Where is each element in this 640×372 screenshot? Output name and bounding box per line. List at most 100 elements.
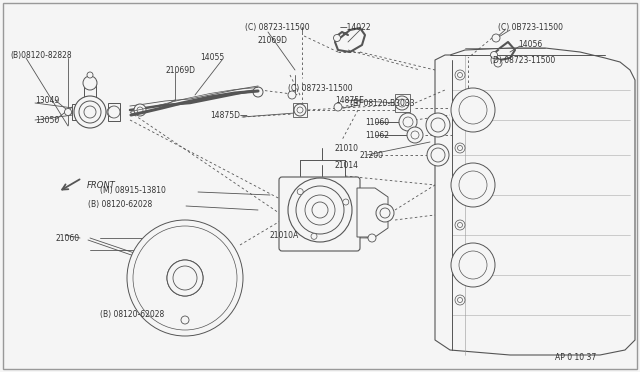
Text: (C) 0B723-11500: (C) 0B723-11500 [498, 22, 563, 32]
Circle shape [431, 148, 445, 162]
Circle shape [455, 295, 465, 305]
Circle shape [173, 266, 197, 290]
Circle shape [451, 88, 495, 132]
Polygon shape [435, 48, 635, 355]
Circle shape [494, 59, 502, 67]
Circle shape [458, 222, 463, 228]
Circle shape [455, 143, 465, 153]
Circle shape [167, 260, 203, 296]
Circle shape [333, 35, 340, 42]
Circle shape [399, 113, 417, 131]
Text: 14056: 14056 [518, 39, 542, 48]
Bar [108, 103, 120, 121]
Text: (M) 08915-13810: (M) 08915-13810 [100, 186, 166, 195]
Circle shape [398, 99, 406, 107]
Circle shape [411, 131, 419, 139]
Polygon shape [179, 292, 194, 328]
Circle shape [288, 178, 352, 242]
Polygon shape [135, 272, 171, 287]
Text: (B)08120-82828: (B)08120-82828 [10, 51, 72, 60]
Polygon shape [357, 188, 388, 237]
Circle shape [458, 298, 463, 302]
Circle shape [451, 163, 495, 207]
Text: 21010A: 21010A [270, 231, 300, 240]
Circle shape [173, 266, 197, 290]
Bar [395, 94, 410, 112]
Text: 21069D: 21069D [165, 65, 195, 74]
Text: —14022: —14022 [340, 22, 372, 32]
Circle shape [343, 199, 349, 205]
Text: (B) 08120-62028: (B) 08120-62028 [100, 311, 164, 320]
Circle shape [79, 101, 101, 123]
Circle shape [297, 107, 303, 113]
Circle shape [167, 260, 203, 296]
Text: 13050: 13050 [35, 115, 60, 125]
Circle shape [458, 145, 463, 151]
Polygon shape [200, 269, 235, 285]
Circle shape [65, 109, 72, 115]
Circle shape [84, 106, 96, 118]
Circle shape [288, 91, 296, 99]
Circle shape [297, 189, 303, 195]
Circle shape [459, 96, 487, 124]
Circle shape [83, 76, 97, 90]
Bar [293, 103, 307, 117]
Circle shape [368, 234, 376, 242]
Circle shape [455, 70, 465, 80]
Circle shape [137, 107, 143, 113]
Circle shape [134, 104, 146, 116]
Circle shape [296, 186, 344, 234]
Circle shape [253, 87, 263, 97]
Polygon shape [145, 285, 178, 319]
Circle shape [427, 144, 449, 166]
Text: FRONT: FRONT [87, 180, 116, 189]
Text: (B) 08120-62028: (B) 08120-62028 [88, 199, 152, 208]
Text: (B) 08120-B3033: (B) 08120-B3033 [350, 99, 415, 108]
Circle shape [380, 208, 390, 218]
Circle shape [74, 96, 106, 128]
Circle shape [490, 51, 497, 58]
Circle shape [181, 316, 189, 324]
Circle shape [312, 202, 328, 218]
Circle shape [311, 233, 317, 239]
Polygon shape [144, 238, 178, 271]
Bar [72, 104, 100, 120]
Circle shape [459, 251, 487, 279]
Text: 21060: 21060 [55, 234, 79, 243]
Circle shape [455, 220, 465, 230]
Text: 14055: 14055 [200, 52, 224, 61]
Text: 14875D—: 14875D— [211, 110, 248, 119]
Text: 13049: 13049 [35, 96, 60, 105]
Text: 21010: 21010 [335, 144, 359, 153]
Text: (C) 08723-11500: (C) 08723-11500 [245, 22, 310, 32]
Circle shape [107, 107, 117, 117]
Circle shape [407, 127, 423, 143]
Circle shape [127, 220, 243, 336]
Text: 14875E: 14875E [335, 96, 364, 105]
Polygon shape [192, 237, 225, 271]
Text: (D) 08723-11500: (D) 08723-11500 [490, 55, 556, 64]
Circle shape [133, 226, 237, 330]
Polygon shape [192, 285, 226, 318]
Circle shape [87, 72, 93, 78]
Text: 11062: 11062 [365, 131, 389, 140]
Circle shape [108, 106, 120, 118]
Text: 21069D: 21069D [258, 35, 288, 45]
FancyBboxPatch shape [279, 177, 360, 251]
Circle shape [395, 96, 409, 110]
Text: (C) 08723-11500: (C) 08723-11500 [288, 83, 353, 93]
Circle shape [179, 272, 191, 284]
Text: AP 0 10 37: AP 0 10 37 [555, 353, 596, 362]
Polygon shape [176, 228, 191, 264]
Circle shape [376, 204, 394, 222]
Circle shape [426, 113, 450, 137]
Circle shape [403, 117, 413, 127]
Text: 21014: 21014 [335, 160, 359, 170]
Text: 11060: 11060 [365, 118, 389, 126]
Circle shape [294, 104, 306, 116]
Circle shape [451, 243, 495, 287]
Circle shape [459, 171, 487, 199]
Circle shape [458, 73, 463, 77]
Circle shape [334, 103, 342, 111]
Text: 21200: 21200 [360, 151, 384, 160]
